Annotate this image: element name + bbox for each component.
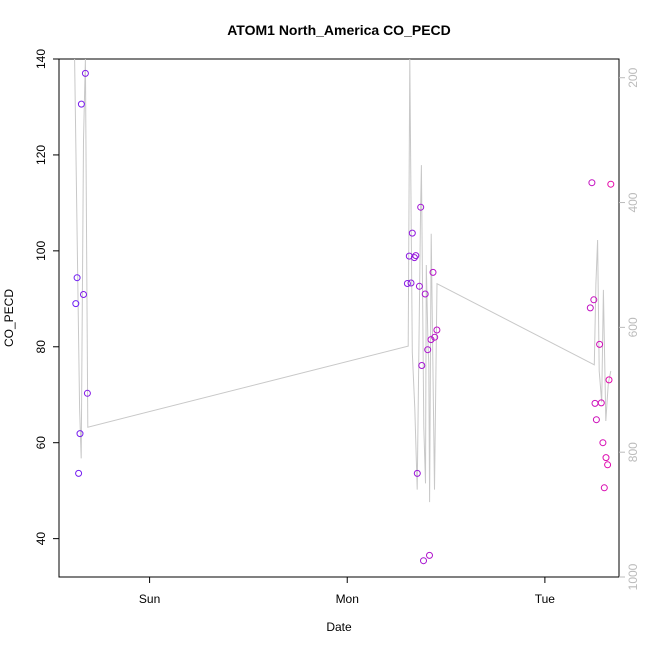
data-point [75, 469, 83, 477]
data-point [408, 229, 416, 237]
data-point [599, 439, 607, 447]
data-point [72, 300, 80, 308]
y-axis-label: CO_PECD [2, 289, 16, 347]
y2-tick-label: 200 [626, 67, 640, 87]
data-points [72, 69, 615, 565]
data-point [83, 389, 91, 397]
data-point [413, 469, 421, 477]
data-point [418, 362, 426, 369]
data-point [431, 333, 439, 341]
data-point [605, 376, 613, 384]
x-axis-label: Date [326, 620, 352, 634]
y-tick-label: 60 [34, 436, 48, 450]
data-point [76, 430, 84, 438]
x-tick-label: Sun [139, 592, 160, 606]
y-tick-label: 40 [34, 532, 48, 546]
y-tick-label: 80 [34, 340, 48, 354]
data-point [426, 551, 433, 559]
y2-tick-label: 400 [626, 192, 640, 212]
data-point [410, 254, 418, 262]
data-point [590, 296, 598, 304]
y2-tick-label: 1000 [626, 563, 640, 590]
y-axis-left: 40 60 80 100 120 140 [34, 49, 59, 546]
data-point [80, 291, 87, 298]
data-point [591, 399, 599, 407]
y-tick-label: 120 [34, 145, 48, 165]
data-point [602, 454, 610, 462]
data-point [607, 180, 615, 188]
data-point [592, 416, 600, 424]
plot-frame [58, 58, 620, 578]
series-line [74, 58, 612, 503]
data-point [429, 268, 437, 276]
y2-tick-label: 800 [626, 442, 640, 462]
data-point [600, 484, 608, 492]
y-tick-label: 140 [34, 49, 48, 69]
y-axis-right: 200 400 600 800 1000 [619, 67, 640, 590]
x-tick-label: Mon [336, 592, 359, 606]
chart-title: ATOM1 North_America CO_PECD [227, 22, 451, 38]
x-tick-label: Tue [535, 592, 556, 606]
data-point [597, 399, 605, 407]
data-point [427, 336, 435, 344]
data-point [73, 274, 81, 282]
data-point [412, 252, 420, 260]
data-point [407, 279, 415, 287]
data-point [604, 461, 612, 469]
data-point [433, 326, 441, 334]
data-point [405, 252, 413, 260]
data-point [77, 100, 85, 108]
data-point [424, 346, 432, 354]
y2-tick-label: 600 [626, 317, 640, 337]
data-point [586, 304, 594, 312]
data-point [596, 340, 604, 348]
series-line-group [74, 58, 612, 503]
data-point [81, 69, 89, 77]
data-point [415, 282, 423, 290]
data-point [588, 179, 596, 187]
y-tick-label: 100 [34, 241, 48, 261]
data-point [417, 203, 425, 211]
data-point [403, 280, 411, 287]
data-point [421, 290, 429, 298]
x-axis: Sun Mon Tue [139, 577, 555, 606]
data-point [420, 557, 427, 565]
